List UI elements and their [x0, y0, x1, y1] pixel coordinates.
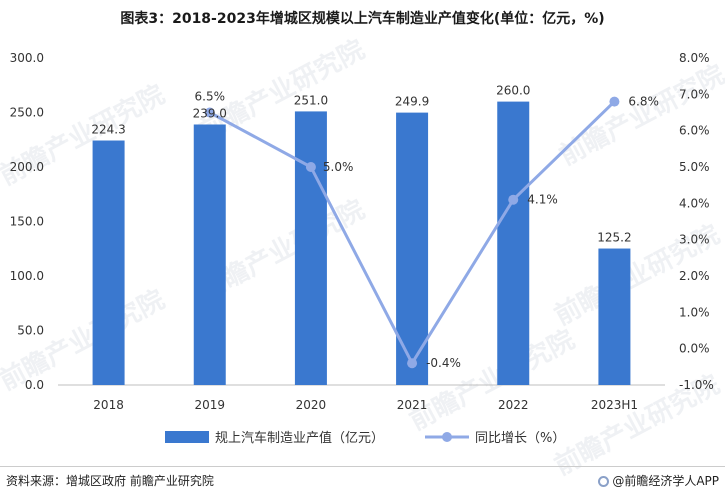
brand-text: @前瞻经济学人APP — [612, 474, 719, 488]
growth-value-label: 6.8% — [628, 95, 659, 109]
brand-credit: @前瞻经济学人APP — [598, 472, 719, 489]
bar-value-label: 251.0 — [294, 93, 328, 107]
y-right-tick-label: -1.0% — [679, 378, 714, 392]
y-left-tick-label: 200.0 — [10, 160, 44, 174]
x-tick-label: 2023H1 — [591, 398, 638, 412]
brand-logo-icon — [598, 476, 610, 487]
growth-point — [508, 194, 519, 205]
legend-line-marker — [442, 432, 452, 442]
x-tick-label: 2021 — [397, 398, 428, 412]
growth-value-label: 4.1% — [527, 193, 558, 207]
source-note: 资料来源：增城区政府 前瞻产业研究院 — [6, 474, 214, 488]
bar — [598, 248, 631, 385]
x-tick-label: 2018 — [93, 398, 124, 412]
growth-point — [407, 358, 418, 369]
y-right-tick-label: 7.0% — [679, 87, 710, 101]
y-right-tick-label: 2.0% — [679, 269, 710, 283]
growth-point — [609, 96, 620, 107]
combo-chart: 0.0 50.0 100.0 150.0 200.0 250.0 300.0 -1.0% 0.0… — [10, 51, 714, 446]
bar-value-label: 125.2 — [597, 231, 631, 245]
bar — [92, 140, 125, 385]
chart-title: 图表3：2018-2023年增城区规模以上汽车制造业产值变化(单位：亿元，%) — [120, 11, 605, 27]
x-tick-label: 2022 — [498, 398, 529, 412]
bar-value-label: 224.3 — [91, 123, 125, 137]
growth-value-label: 6.5% — [195, 90, 226, 104]
x-tick-label: 2019 — [194, 398, 225, 412]
bar-value-label: 249.9 — [395, 95, 429, 109]
bar — [193, 124, 226, 386]
footer-divider — [0, 466, 725, 467]
y-left-tick-label: 250.0 — [10, 106, 44, 120]
y-left-tick-label: 0.0 — [25, 378, 44, 392]
y-left-tick-label: 50.0 — [17, 324, 44, 338]
y-right-tick-label: 4.0% — [679, 196, 710, 210]
y-right-tick-label: 3.0% — [679, 233, 710, 247]
y-right-tick-label: 5.0% — [679, 160, 710, 174]
legend-bar-swatch — [165, 431, 209, 443]
y-right-tick-label: 6.0% — [679, 124, 710, 138]
y-left-tick-label: 100.0 — [10, 269, 44, 283]
growth-value-label: 5.0% — [323, 160, 354, 174]
bar-value-label: 239.0 — [193, 106, 227, 120]
growth-point — [305, 162, 316, 172]
growth-value-label: -0.4% — [426, 356, 461, 370]
y-left-tick-label: 300.0 — [10, 51, 44, 65]
x-tick-label: 2020 — [296, 398, 327, 412]
y-left-tick-label: 150.0 — [10, 215, 44, 229]
y-right-tick-label: 0.0% — [679, 342, 710, 356]
bar-value-label: 260.0 — [496, 84, 530, 98]
legend-bar-label: 规上汽车制造业产值（亿元） — [215, 430, 384, 446]
bar — [294, 111, 327, 385]
growth-point — [204, 107, 215, 118]
y-right-tick-label: 1.0% — [679, 305, 710, 319]
bar — [497, 101, 530, 385]
legend-line-label: 同比增长（%） — [475, 431, 565, 446]
y-right-tick-label: 8.0% — [679, 51, 710, 65]
